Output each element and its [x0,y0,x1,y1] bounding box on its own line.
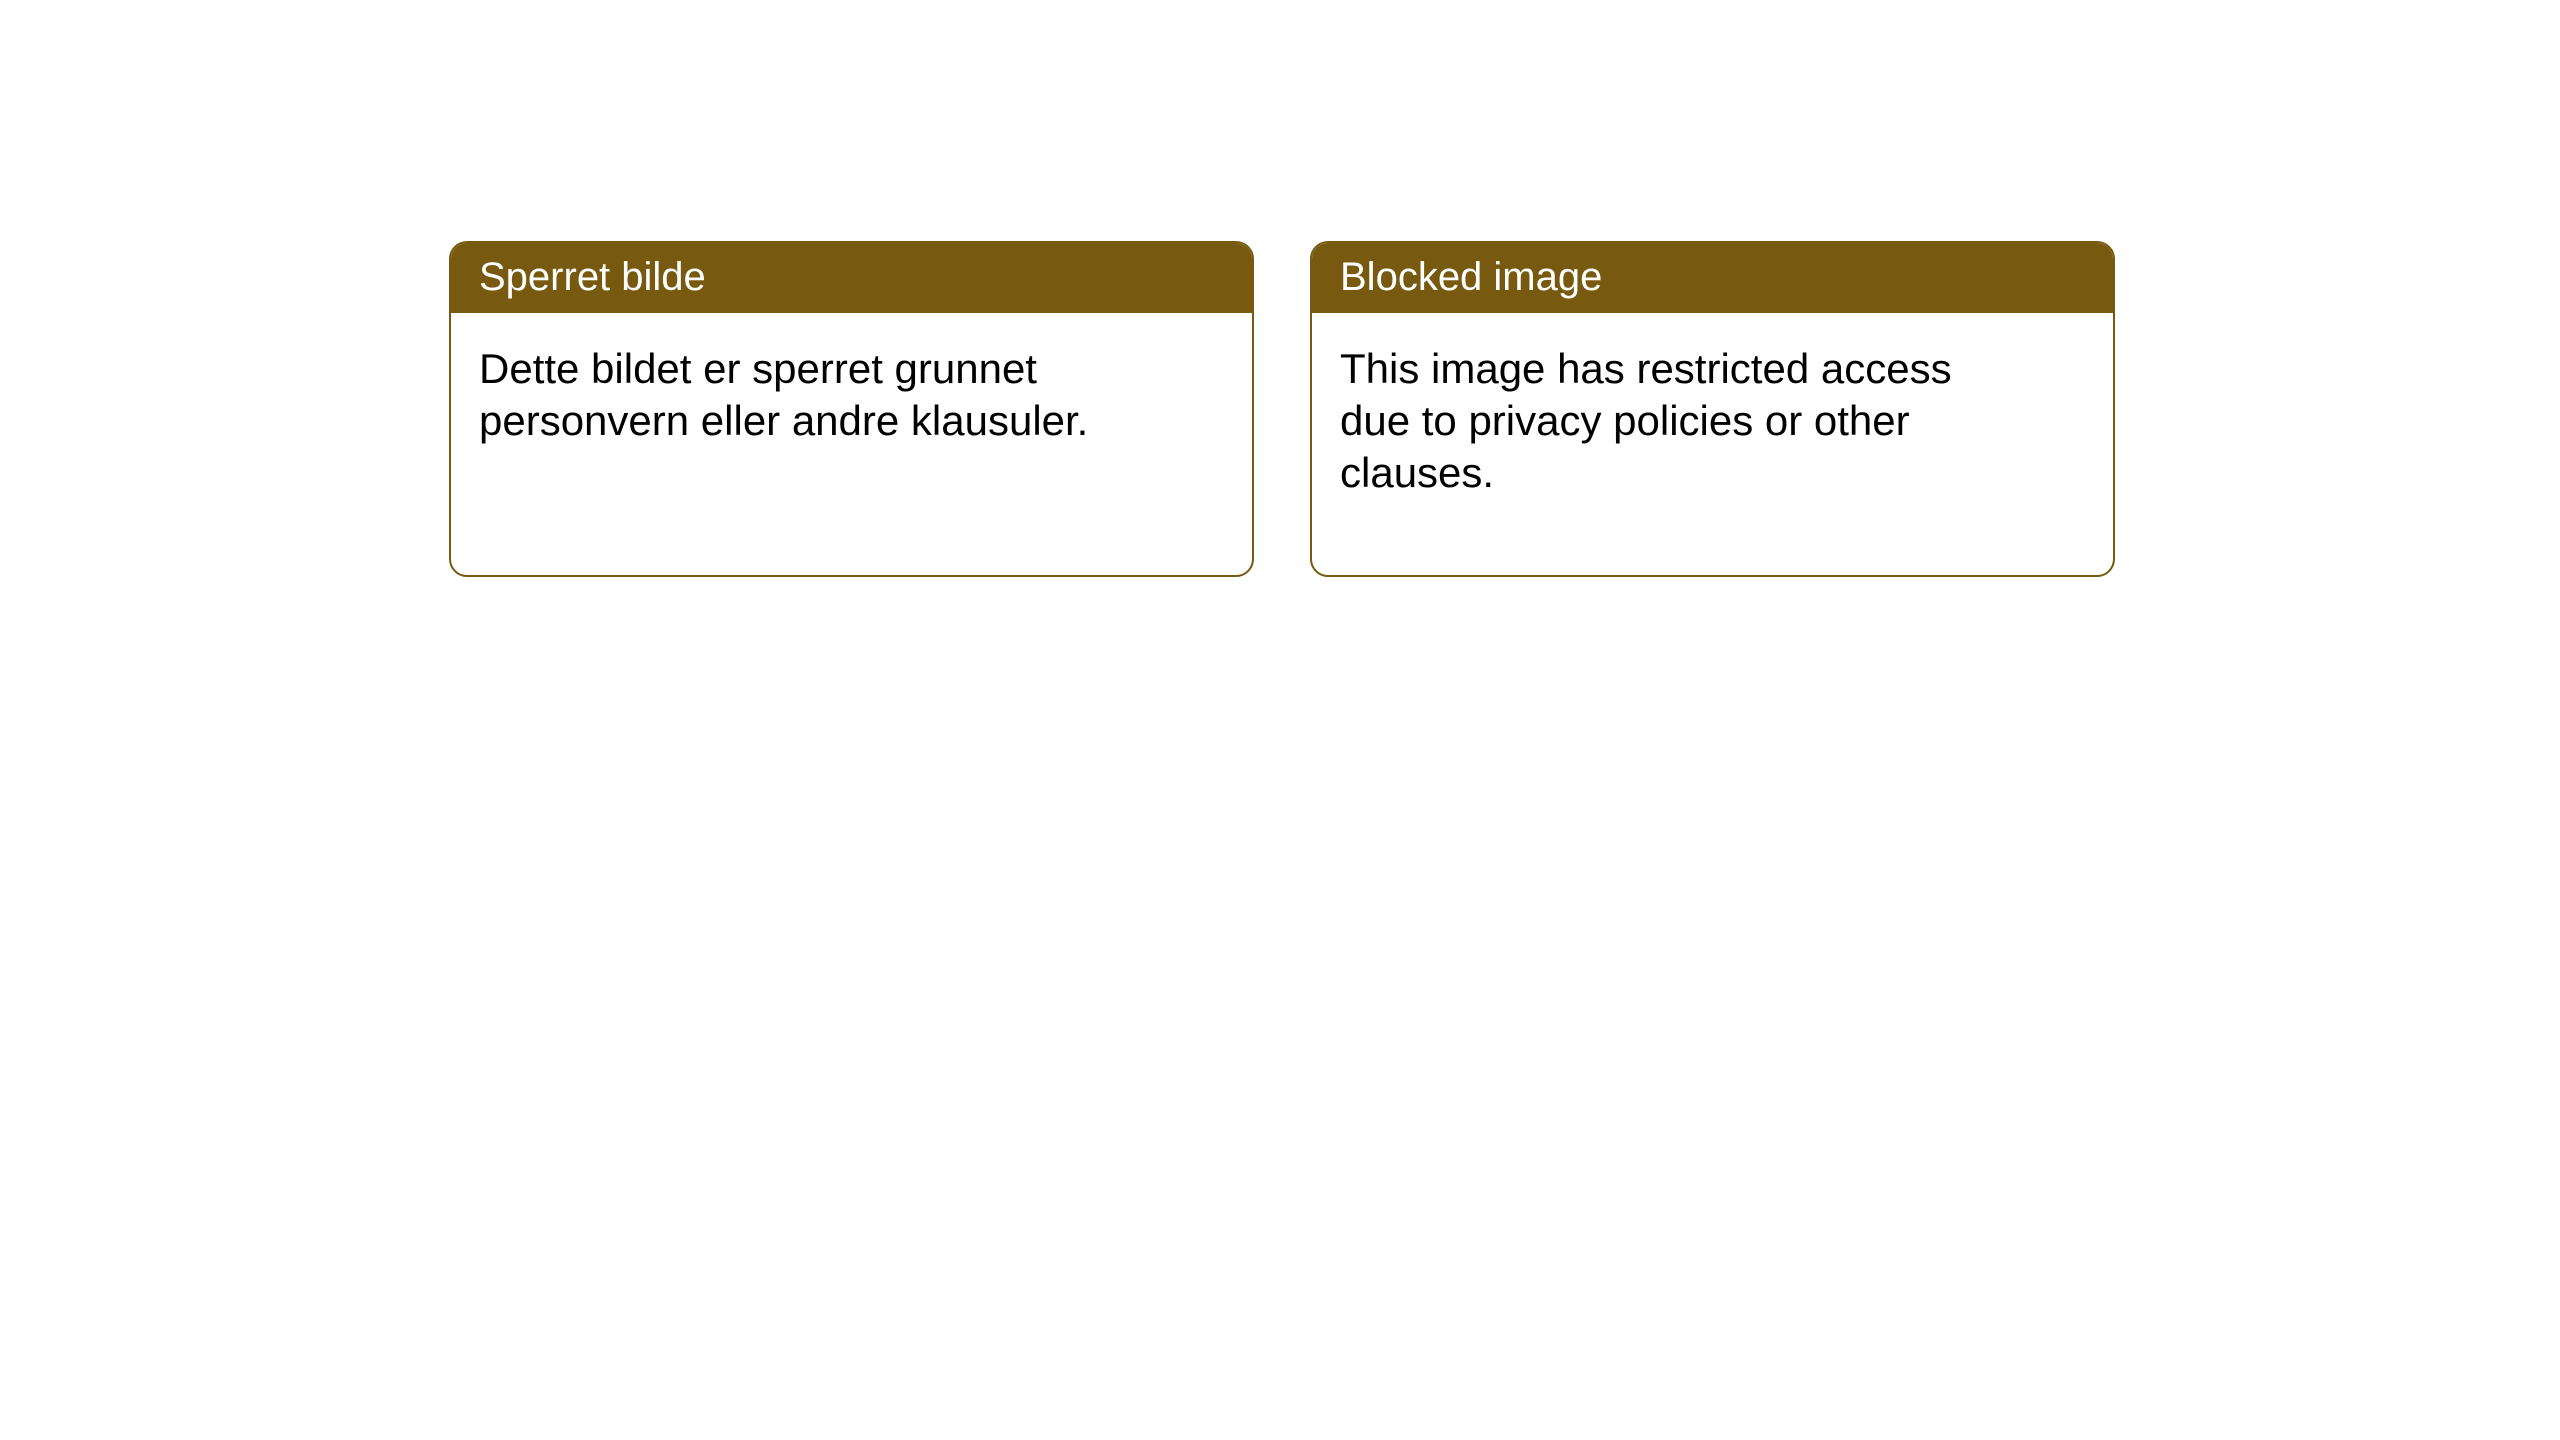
notice-container: Sperret bilde Dette bildet er sperret gr… [449,241,2115,577]
notice-card-english: Blocked image This image has restricted … [1310,241,2115,577]
notice-body-english: This image has restricted access due to … [1312,313,2032,529]
notice-header-english: Blocked image [1312,243,2113,313]
notice-card-norwegian: Sperret bilde Dette bildet er sperret gr… [449,241,1254,577]
notice-body-norwegian: Dette bildet er sperret grunnet personve… [451,313,1171,477]
notice-header-norwegian: Sperret bilde [451,243,1252,313]
